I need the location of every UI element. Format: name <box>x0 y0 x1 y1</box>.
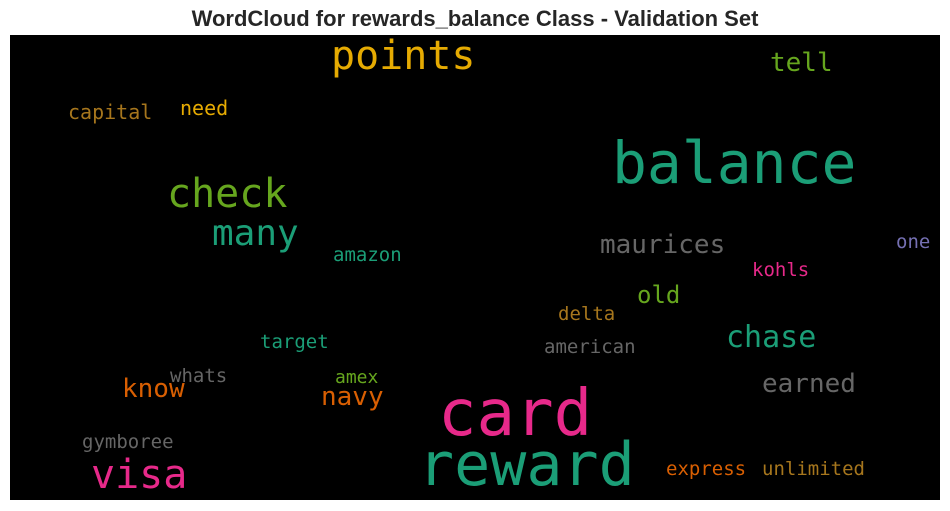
word-balance: balance <box>612 129 857 197</box>
word-many: many <box>212 213 299 254</box>
chart-title: WordCloud for rewards_balance Class - Va… <box>191 6 759 31</box>
word-tell: tell <box>770 48 833 78</box>
word-earned: earned <box>762 369 856 399</box>
word-american: american <box>544 336 636 358</box>
word-one: one <box>896 231 931 253</box>
word-chase: chase <box>726 320 817 355</box>
word-gymboree: gymboree <box>82 431 174 453</box>
word-unlimited: unlimited <box>762 458 865 480</box>
word-whats: whats <box>170 365 228 387</box>
word-reward: reward <box>418 430 635 500</box>
word-delta: delta <box>558 303 616 325</box>
word-navy: navy <box>321 382 384 412</box>
word-know: know <box>122 374 185 404</box>
word-old: old <box>637 281 681 309</box>
word-amex: amex <box>335 367 379 388</box>
word-maurices: maurices <box>600 230 726 260</box>
word-card: card <box>438 377 593 451</box>
word-target: target <box>260 331 329 353</box>
word-kohls: kohls <box>752 259 810 281</box>
word-capital: capital <box>68 100 153 124</box>
word-check: check <box>167 171 288 217</box>
word-need: need <box>180 96 229 120</box>
word-visa: visa <box>91 452 188 498</box>
word-express: express <box>666 458 747 480</box>
word-points: points <box>331 35 476 79</box>
word-amazon: amazon <box>333 244 402 266</box>
wordcloud-canvas: card reward balance visa points check many chas… <box>10 35 940 500</box>
